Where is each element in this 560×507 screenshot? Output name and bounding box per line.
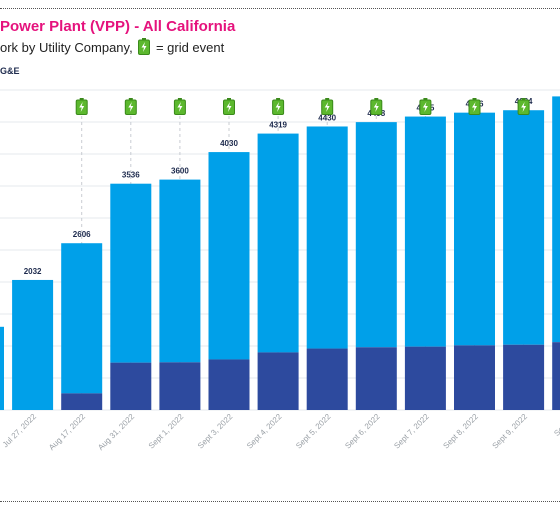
- battery-icon: [419, 98, 432, 115]
- battery-icon: [321, 98, 334, 115]
- bar-segment-dark: [306, 348, 348, 410]
- bar-segment-light: [306, 126, 348, 349]
- battery-icon: [138, 38, 151, 58]
- x-tick-label: Sept 4, 2022: [245, 412, 284, 451]
- x-tick-label: Sept 6, 2022: [343, 412, 382, 451]
- x-tick-label: Sept 5, 2022: [294, 412, 333, 451]
- bar-data-label: 3536: [122, 171, 140, 180]
- x-tick-label: Sept 1, 2022: [147, 412, 186, 451]
- bar-data-label: 4030: [220, 139, 238, 148]
- bar-segment-light: [503, 110, 545, 345]
- bar-segment-dark: [355, 347, 397, 410]
- x-tick-label: Sept 7, 2022: [392, 412, 431, 451]
- battery-icon: [517, 98, 530, 115]
- battery-icon: [272, 98, 285, 115]
- x-tick-label: Aug 31, 2022: [96, 412, 136, 452]
- bar-segment-light: [257, 133, 299, 353]
- bar-segment-dark: [159, 362, 201, 410]
- bar-segment-dark: [503, 344, 545, 410]
- battery-icon: [223, 98, 235, 115]
- bar-segment-dark: [454, 345, 495, 410]
- x-tick-label: Sept 3, 2022: [196, 412, 235, 451]
- bar-segment-light: [454, 112, 495, 346]
- bottom-dotted-rule: [0, 501, 560, 502]
- bar-segment-light: [404, 116, 446, 347]
- bar-data-label: 2606: [73, 230, 91, 239]
- chart-subtitle: ork by Utility Company, = grid event: [0, 38, 224, 58]
- bar-segment-light: [12, 279, 54, 410]
- bar-data-label: 2032: [24, 267, 42, 276]
- x-tick-label: Jul 27, 2022: [1, 412, 39, 450]
- bar-segment-light: [159, 179, 201, 363]
- battery-icon: [173, 98, 186, 115]
- x-tick-label: Sept 27: [552, 412, 560, 438]
- bar-segment-dark: [208, 359, 250, 410]
- bar-data-label: 3600: [171, 167, 189, 176]
- bar-segment-light: [552, 96, 560, 343]
- chart-title: Power Plant (VPP) - All California: [0, 18, 236, 35]
- bar-segment-light: [110, 183, 152, 363]
- top-dotted-rule: [0, 8, 560, 9]
- bar-segment-light: [355, 122, 397, 348]
- bar-segment-dark: [552, 342, 560, 410]
- x-tick-label: Aug 17, 2022: [47, 412, 87, 452]
- bar-segment-light: [61, 243, 103, 394]
- bar-segment-light: [208, 152, 250, 360]
- battery-icon: [75, 98, 88, 115]
- subtitle-prefix: ork by Utility Company,: [0, 40, 133, 55]
- bar-segment-dark: [110, 362, 152, 410]
- battery-icon: [370, 98, 383, 115]
- bar-segment-dark: [61, 393, 103, 410]
- bar-segment-dark: [257, 352, 299, 410]
- bar-segment-dark: [404, 346, 446, 410]
- bar-data-label: 4319: [269, 121, 287, 130]
- x-tick-label: Sept 9, 2022: [491, 412, 530, 451]
- x-tick-label: Sept 8, 2022: [441, 412, 480, 451]
- subtitle-suffix: = grid event: [155, 40, 225, 55]
- bar-data-label: 4430: [318, 113, 336, 122]
- battery-icon: [124, 98, 137, 115]
- battery-icon: [468, 98, 481, 115]
- legend-fragment: G&E: [0, 66, 20, 76]
- bar-segment-light: [0, 326, 4, 410]
